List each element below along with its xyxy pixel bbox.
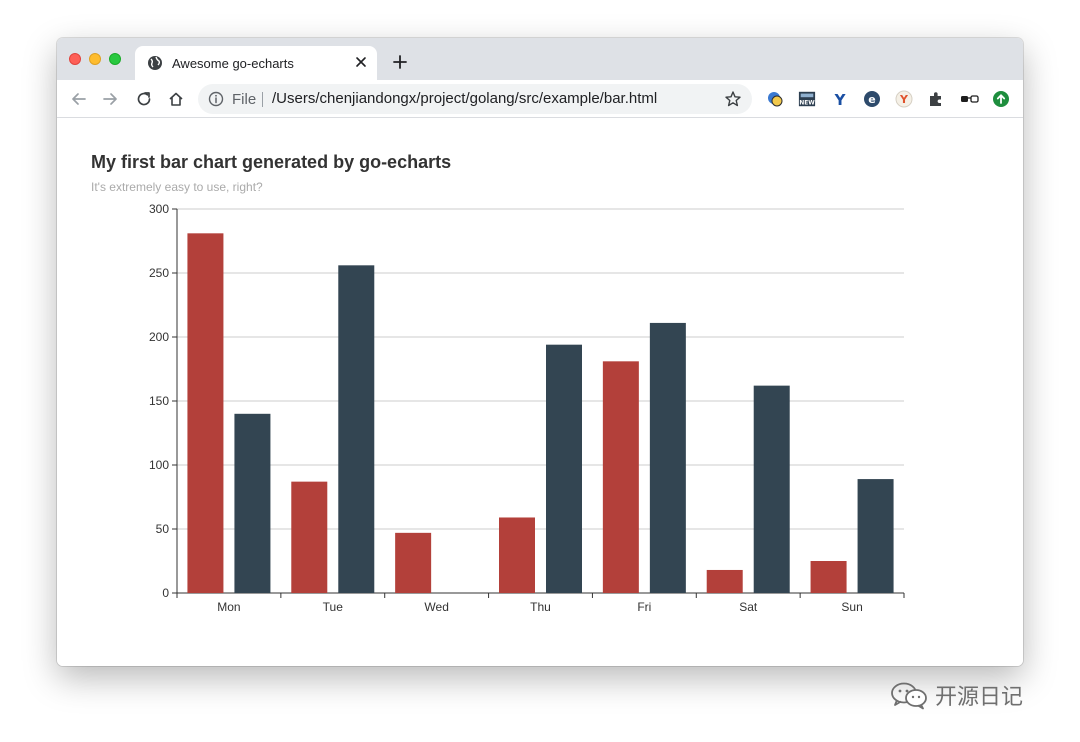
x-tick-label-mon: Mon [217, 600, 240, 614]
forward-arrow-icon[interactable] [101, 90, 119, 108]
close-window-button[interactable] [69, 53, 81, 65]
bar-thu-series-2 [546, 344, 582, 593]
close-tab-icon[interactable] [354, 55, 368, 69]
bar-fri-series-2 [649, 322, 686, 593]
y-tick-label: 100 [149, 458, 169, 472]
bar-sun-series-2 [857, 479, 894, 593]
svg-text:NEW: NEW [799, 100, 815, 106]
page-content: My first bar chart generated by go-echar… [57, 118, 1023, 666]
y-tick-label: 150 [149, 394, 169, 408]
y-tick-label: 300 [149, 202, 169, 216]
tab-strip: Awesome go-echarts [57, 38, 1023, 80]
svg-text:e: e [868, 93, 875, 106]
bar-chart: 0 50 100 150 200 250 300 Mon Tue Wed Thu Fri Sat Sun [149, 202, 905, 614]
x-tick-label-sat: Sat [739, 600, 758, 614]
bar-sat-series-2 [753, 385, 790, 593]
footer-brand: 开源日记 [935, 685, 1024, 710]
browser-window: Awesome go-echarts [57, 38, 1023, 666]
bar-wed-series-1 [395, 532, 432, 593]
bar-sun-series-1 [810, 561, 847, 593]
tab-title: Awesome go-echarts [172, 56, 294, 71]
url-text[interactable]: /Users/chenjiandongx/project/golang/src/… [272, 90, 658, 107]
bar-thu-series-1 [499, 517, 535, 593]
minimize-window-button[interactable] [89, 53, 101, 65]
omnibox-separator [262, 92, 263, 107]
update-extension-icon[interactable] [992, 90, 1010, 108]
reload-icon[interactable] [135, 90, 153, 108]
news-extension-icon[interactable]: NEW [798, 90, 816, 108]
y-tick-label: 250 [149, 266, 169, 280]
tab-awesome-go-echarts[interactable]: Awesome go-echarts [135, 46, 377, 80]
puzzle-extensions-icon[interactable] [927, 90, 945, 108]
home-icon[interactable] [167, 90, 185, 108]
bookmark-star-icon[interactable] [724, 90, 742, 108]
address-bar[interactable]: File /Users/chenjiandongx/project/golang… [198, 84, 752, 114]
y-tick-label: 0 [162, 586, 169, 600]
x-tick-label-fri: Fri [637, 600, 651, 614]
bar-sat-series-1 [706, 569, 743, 593]
e-extension-icon[interactable]: e [863, 90, 881, 108]
bar-mon-series-1 [187, 233, 224, 593]
bar-tue-series-2 [338, 265, 375, 593]
bar-tue-series-1 [291, 481, 328, 593]
svg-text:Y: Y [834, 91, 847, 108]
globe-icon [148, 56, 162, 70]
svg-text:Y: Y [899, 93, 909, 106]
translate-extension-icon[interactable] [766, 90, 784, 108]
maximize-window-button[interactable] [109, 53, 121, 65]
x-tick-label-tue: Tue [323, 600, 344, 614]
glasses-extension-icon[interactable] [959, 90, 981, 108]
y-tick-label: 200 [149, 330, 169, 344]
x-tick-label-sun: Sun [841, 600, 862, 614]
browser-toolbar: File /Users/chenjiandongx/project/golang… [57, 80, 1023, 118]
bar-mon-series-2 [234, 413, 271, 593]
x-tick-label-wed: Wed [424, 600, 448, 614]
y-extension-icon[interactable]: Y [831, 90, 849, 108]
y-tick-label: 50 [156, 522, 170, 536]
new-tab-plus-icon[interactable] [392, 54, 408, 70]
wechat-icon [891, 682, 927, 710]
bar-fri-series-1 [602, 361, 639, 593]
chart-title: My first bar chart generated by go-echar… [91, 152, 452, 172]
x-tick-label-thu: Thu [530, 600, 551, 614]
info-icon[interactable] [208, 91, 224, 107]
footer-watermark: 开源日记 [889, 678, 1023, 712]
scheme-label: File [232, 91, 257, 108]
chart-subtitle: It's extremely easy to use, right? [91, 180, 263, 194]
back-arrow-icon[interactable] [70, 90, 88, 108]
yandex-extension-icon[interactable]: Y [895, 90, 913, 108]
